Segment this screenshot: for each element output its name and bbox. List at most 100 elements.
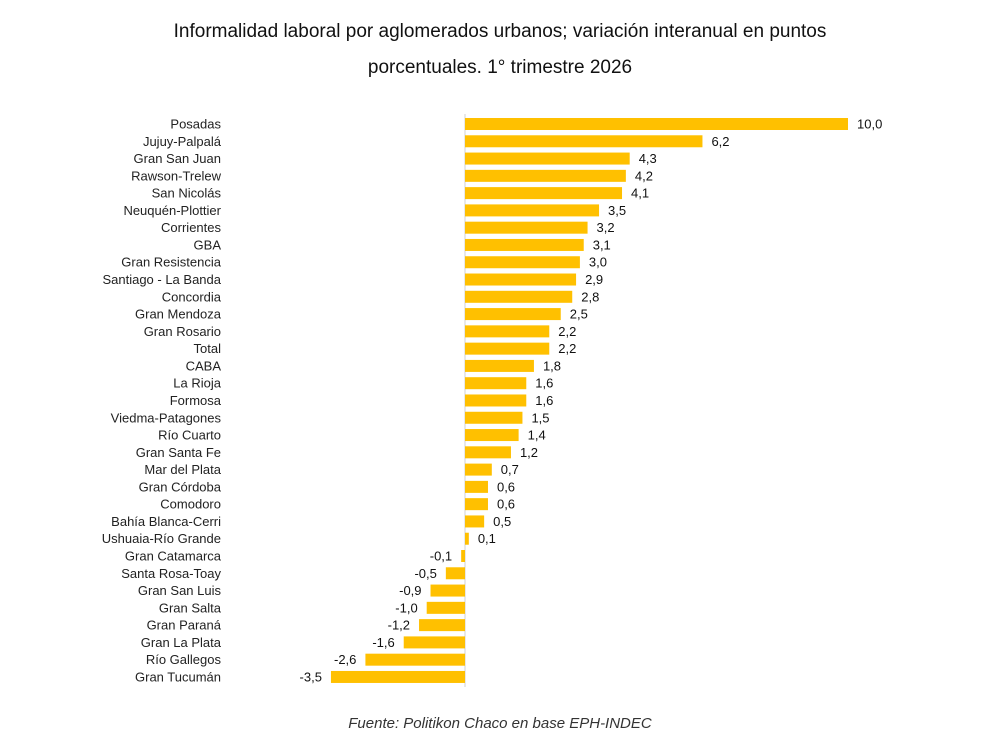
bar-29	[419, 619, 465, 632]
bar-16	[465, 394, 527, 407]
bar-0	[465, 118, 848, 130]
category-label-19: Gran Santa Fe	[136, 445, 221, 460]
value-label-30: -1,6	[372, 635, 394, 650]
bar-5	[465, 204, 600, 217]
bar-32	[330, 670, 465, 683]
category-label-32: Gran Tucumán	[135, 669, 221, 684]
category-label-14: CABA	[186, 358, 222, 373]
category-label-26: Santa Rosa-Toay	[121, 566, 221, 581]
bar-26	[445, 567, 465, 580]
bar-24	[465, 532, 469, 545]
category-label-3: Rawson-Trelew	[131, 168, 221, 183]
bar-14	[465, 359, 534, 372]
value-label-24: 0,1	[478, 531, 496, 546]
value-label-16: 1,6	[535, 393, 553, 408]
value-label-22: 0,6	[497, 497, 515, 512]
value-label-11: 2,5	[570, 307, 588, 322]
category-label-16: Formosa	[170, 393, 222, 408]
bar-19	[465, 446, 511, 459]
bar-25	[461, 550, 465, 562]
category-label-9: Santiago - La Banda	[102, 272, 221, 287]
bar-4	[465, 187, 623, 200]
category-label-25: Gran Catamarca	[125, 549, 222, 564]
bar-9	[465, 273, 577, 286]
chart-title: Informalidad laboral por aglomerados urb…	[0, 14, 1000, 86]
value-label-6: 3,2	[597, 220, 615, 235]
value-label-20: 0,7	[501, 462, 519, 477]
bar-23	[465, 515, 485, 528]
value-label-9: 2,9	[585, 272, 603, 287]
value-label-1: 6,2	[711, 134, 729, 149]
bar-20	[465, 463, 492, 476]
value-label-5: 3,5	[608, 203, 626, 218]
bar-13	[465, 342, 550, 355]
category-label-30: Gran La Plata	[141, 635, 222, 650]
value-label-7: 3,1	[593, 237, 611, 252]
value-label-28: -1,0	[395, 600, 417, 615]
bar-21	[465, 480, 488, 493]
category-label-18: Río Cuarto	[158, 428, 221, 443]
value-label-12: 2,2	[558, 324, 576, 339]
bar-11	[465, 308, 561, 321]
value-label-13: 2,2	[558, 341, 576, 356]
category-label-2: Gran San Juan	[134, 151, 221, 166]
value-label-8: 3,0	[589, 255, 607, 270]
value-label-0: 10,0	[857, 117, 882, 132]
value-label-2: 4,3	[639, 151, 657, 166]
value-label-15: 1,6	[535, 376, 553, 391]
category-label-29: Gran Paraná	[147, 618, 222, 633]
category-label-15: La Rioja	[173, 376, 221, 391]
category-label-22: Comodoro	[160, 497, 221, 512]
bar-2	[465, 152, 630, 165]
bar-10	[465, 290, 573, 303]
bar-7	[465, 238, 584, 251]
chart-source: Fuente: Politikon Chaco en base EPH-INDE…	[348, 715, 652, 732]
category-label-5: Neuquén-Plottier	[123, 203, 221, 218]
chart-title-line-1: Informalidad laboral por aglomerados urb…	[173, 21, 827, 42]
category-label-17: Viedma-Patagones	[111, 410, 222, 425]
bar-30	[403, 636, 465, 649]
category-label-20: Mar del Plata	[144, 462, 221, 477]
value-label-25: -0,1	[430, 549, 452, 564]
value-label-10: 2,8	[581, 289, 599, 304]
category-label-7: GBA	[194, 237, 222, 252]
category-label-31: Río Gallegos	[146, 652, 222, 667]
category-label-8: Gran Resistencia	[121, 255, 221, 270]
value-label-19: 1,2	[520, 445, 538, 460]
category-label-10: Concordia	[162, 289, 222, 304]
category-label-12: Gran Rosario	[144, 324, 221, 339]
value-label-18: 1,4	[528, 428, 546, 443]
category-label-6: Corrientes	[161, 220, 221, 235]
category-label-24: Ushuaia-Río Grande	[102, 531, 221, 546]
category-label-23: Bahía Blanca-Cerri	[111, 514, 221, 529]
category-label-1: Jujuy-Palpalá	[143, 134, 222, 149]
value-label-4: 4,1	[631, 186, 649, 201]
bar-15	[465, 377, 527, 390]
bar-22	[465, 498, 488, 511]
category-label-13: Total	[194, 341, 222, 356]
category-label-27: Gran San Luis	[138, 583, 222, 598]
bar-28	[426, 601, 465, 614]
bar-1	[465, 135, 703, 148]
bar-6	[465, 221, 588, 234]
value-label-26: -0,5	[414, 566, 436, 581]
bar-18	[465, 429, 519, 442]
value-label-14: 1,8	[543, 358, 561, 373]
bar-31	[365, 653, 465, 666]
category-label-28: Gran Salta	[159, 600, 222, 615]
value-label-17: 1,5	[531, 410, 549, 425]
category-label-21: Gran Córdoba	[139, 479, 222, 494]
category-label-4: San Nicolás	[152, 186, 222, 201]
category-label-0: Posadas	[170, 117, 221, 132]
value-label-23: 0,5	[493, 514, 511, 529]
bar-8	[465, 256, 580, 269]
chart-title-line-2: porcentuales. 1° trimestre 2026	[367, 57, 633, 78]
value-label-27: -0,9	[399, 583, 421, 598]
value-label-32: -3,5	[300, 669, 322, 684]
bar-12	[465, 325, 550, 338]
value-label-29: -1,2	[388, 618, 410, 633]
value-label-21: 0,6	[497, 479, 515, 494]
bar-3	[465, 169, 626, 182]
bar-17	[465, 411, 523, 424]
value-label-3: 4,2	[635, 168, 653, 183]
